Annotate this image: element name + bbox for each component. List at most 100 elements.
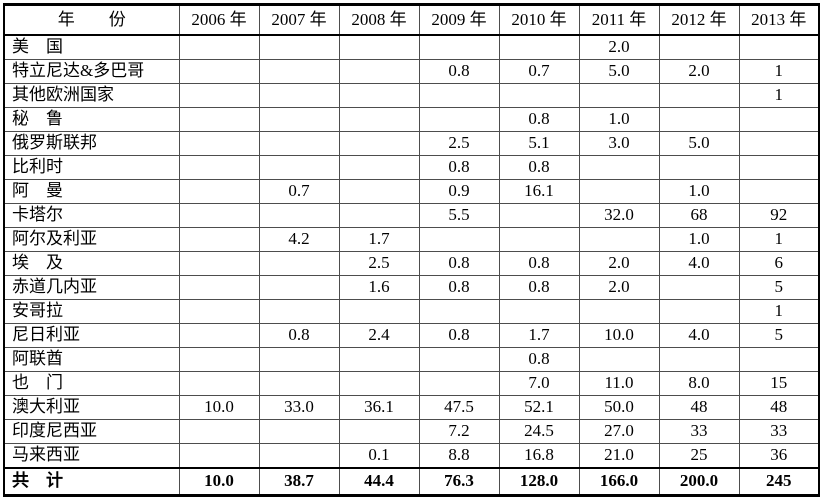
cell-value bbox=[658, 275, 740, 300]
table-row: 秘 鲁 0.8 1.0 bbox=[3, 107, 820, 132]
column-header-2008: 2008 年 bbox=[338, 4, 420, 36]
table-row: 阿尔及利亚 4.2 1.7 1.0 1 bbox=[3, 227, 820, 252]
table-row: 特立尼达&多巴哥 0.8 0.7 5.0 2.0 1 bbox=[3, 59, 820, 84]
cell-value bbox=[178, 107, 260, 132]
cell-value bbox=[178, 227, 260, 252]
cell-value: 5.1 bbox=[498, 131, 580, 156]
cell-value bbox=[498, 299, 580, 324]
cell-value: 68 bbox=[658, 203, 740, 228]
table-row: 印度尼西亚 7.2 24.5 27.0 33 33 bbox=[3, 419, 820, 444]
cell-value: 4.2 bbox=[258, 227, 340, 252]
cell-value: 0.7 bbox=[498, 59, 580, 84]
cell-value bbox=[258, 275, 340, 300]
cell-value bbox=[738, 179, 820, 204]
cell-value: 2.0 bbox=[658, 59, 740, 84]
row-label: 澳大利亚 bbox=[3, 395, 180, 420]
cell-value bbox=[498, 227, 580, 252]
cell-value bbox=[258, 59, 340, 84]
cell-value bbox=[418, 299, 500, 324]
column-header-2006: 2006 年 bbox=[178, 4, 260, 36]
cell-value bbox=[418, 107, 500, 132]
table-row: 卡塔尔 5.5 32.0 68 92 bbox=[3, 203, 820, 228]
cell-value bbox=[178, 34, 260, 60]
table-row: 也 门 7.0 11.0 8.0 15 bbox=[3, 371, 820, 396]
table-body: 美 国 2.0 特立尼达&多巴哥 0.8 0.7 5.0 2.0 1 其他欧洲国家 1 秘 鲁 0.8… bbox=[3, 34, 820, 496]
table-row: 阿联酋 0.8 bbox=[3, 347, 820, 372]
cell-value: 1 bbox=[738, 83, 820, 108]
cell-value: 15 bbox=[738, 371, 820, 396]
cell-value bbox=[498, 203, 580, 228]
cell-value bbox=[258, 107, 340, 132]
cell-value: 36 bbox=[738, 443, 820, 469]
cell-value bbox=[338, 131, 420, 156]
cell-value bbox=[498, 83, 580, 108]
cell-value bbox=[418, 34, 500, 60]
cell-value: 16.8 bbox=[498, 443, 580, 469]
cell-value: 1.7 bbox=[338, 227, 420, 252]
cell-value bbox=[258, 251, 340, 276]
cell-value bbox=[578, 179, 660, 204]
table-row: 比利时 0.8 0.8 bbox=[3, 155, 820, 180]
cell-value: 10.0 bbox=[178, 395, 260, 420]
cell-value bbox=[338, 371, 420, 396]
cell-value: 10.0 bbox=[578, 323, 660, 348]
cell-value: 5.0 bbox=[658, 131, 740, 156]
cell-value: 2.5 bbox=[338, 251, 420, 276]
cell-value: 33 bbox=[658, 419, 740, 444]
row-label: 尼日利亚 bbox=[3, 323, 180, 348]
column-header-year-label: 年 份 bbox=[3, 4, 180, 36]
cell-value: 8.8 bbox=[418, 443, 500, 469]
row-label: 特立尼达&多巴哥 bbox=[3, 59, 180, 84]
cell-value bbox=[178, 299, 260, 324]
cell-value: 32.0 bbox=[578, 203, 660, 228]
cell-value: 7.2 bbox=[418, 419, 500, 444]
cell-value bbox=[178, 275, 260, 300]
table-row: 尼日利亚 0.8 2.4 0.8 1.7 10.0 4.0 5 bbox=[3, 323, 820, 348]
cell-value: 5 bbox=[738, 323, 820, 348]
cell-value: 3.0 bbox=[578, 131, 660, 156]
row-label: 卡塔尔 bbox=[3, 203, 180, 228]
table-row: 美 国 2.0 bbox=[3, 34, 820, 60]
cell-value bbox=[258, 371, 340, 396]
cell-value: 0.8 bbox=[418, 323, 500, 348]
cell-value bbox=[338, 155, 420, 180]
cell-value: 0.7 bbox=[258, 179, 340, 204]
row-label: 赤道几内亚 bbox=[3, 275, 180, 300]
cell-value: 1.7 bbox=[498, 323, 580, 348]
cell-value bbox=[658, 347, 740, 372]
cell-value bbox=[738, 34, 820, 60]
header-row: 年 份 2006 年 2007 年 2008 年 2009 年 2010 年 2… bbox=[3, 4, 820, 36]
cell-value bbox=[338, 203, 420, 228]
cell-value: 166.0 bbox=[578, 467, 660, 496]
table-row: 俄罗斯联邦 2.5 5.1 3.0 5.0 bbox=[3, 131, 820, 156]
cell-value: 1 bbox=[738, 227, 820, 252]
cell-value bbox=[418, 227, 500, 252]
cell-value bbox=[338, 107, 420, 132]
cell-value bbox=[178, 83, 260, 108]
cell-value: 0.8 bbox=[418, 251, 500, 276]
cell-value: 33.0 bbox=[258, 395, 340, 420]
cell-value: 76.3 bbox=[418, 467, 500, 496]
cell-value bbox=[578, 83, 660, 108]
cell-value: 16.1 bbox=[498, 179, 580, 204]
cell-value bbox=[258, 155, 340, 180]
cell-value bbox=[178, 323, 260, 348]
cell-value bbox=[258, 131, 340, 156]
row-label: 印度尼西亚 bbox=[3, 419, 180, 444]
cell-value: 27.0 bbox=[578, 419, 660, 444]
row-label: 美 国 bbox=[3, 34, 180, 60]
cell-value: 0.8 bbox=[498, 251, 580, 276]
cell-value: 7.0 bbox=[498, 371, 580, 396]
cell-value: 5 bbox=[738, 275, 820, 300]
cell-value: 48 bbox=[658, 395, 740, 420]
cell-value: 245 bbox=[738, 467, 820, 496]
row-label: 也 门 bbox=[3, 371, 180, 396]
cell-value: 0.8 bbox=[498, 347, 580, 372]
cell-value bbox=[418, 371, 500, 396]
cell-value: 0.8 bbox=[498, 107, 580, 132]
column-header-2009: 2009 年 bbox=[418, 4, 500, 36]
cell-value: 48 bbox=[738, 395, 820, 420]
cell-value: 2.5 bbox=[418, 131, 500, 156]
cell-value: 10.0 bbox=[178, 467, 260, 496]
